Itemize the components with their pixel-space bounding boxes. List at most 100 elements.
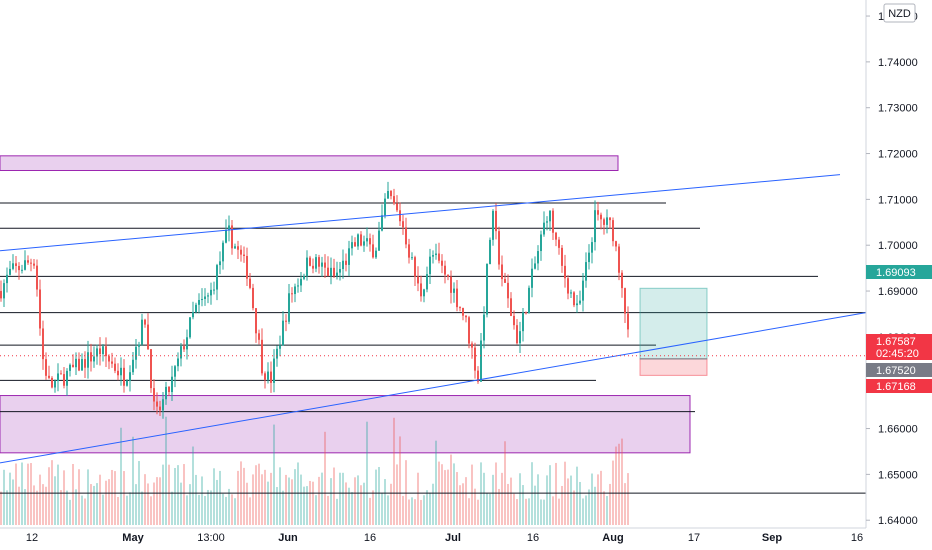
price-tag[interactable]: 1.67520 <box>866 363 932 377</box>
volume-bar <box>618 443 620 525</box>
y-tick-label: 1.66000 <box>878 424 918 436</box>
price-tag[interactable]: 1.67168 <box>866 379 932 393</box>
volume-bar <box>18 486 20 525</box>
volume-bar <box>66 490 68 525</box>
candle-body <box>555 232 557 240</box>
volume-bar <box>579 481 581 525</box>
candle-body <box>336 272 338 276</box>
price-tag-box[interactable] <box>866 363 932 377</box>
volume-bar <box>543 499 545 525</box>
volume-bar <box>12 479 14 525</box>
candle-body <box>513 315 515 326</box>
volume-bar <box>54 476 56 525</box>
volume-bar <box>153 482 155 525</box>
volume-bar <box>507 483 509 525</box>
trend-line[interactable] <box>0 312 867 464</box>
volume-bar <box>372 490 374 525</box>
volume-bar <box>297 462 299 525</box>
support-resistance-zone[interactable] <box>0 155 619 171</box>
candle-body <box>78 358 80 371</box>
candle-body <box>117 370 119 376</box>
trend-line[interactable] <box>0 174 841 252</box>
y-tick-label: 1.72000 <box>878 149 918 161</box>
volume-bar <box>30 463 32 525</box>
volume-bar <box>147 483 149 525</box>
candle-body <box>105 346 107 357</box>
volume-bar <box>513 493 515 525</box>
support-resistance-zone[interactable] <box>0 395 691 454</box>
volume-bar <box>522 485 524 525</box>
currency-badge[interactable]: NZD <box>883 3 916 23</box>
candle-body <box>510 298 512 316</box>
volume-bar <box>450 454 452 525</box>
candle-body <box>399 210 401 222</box>
candle-body <box>357 234 359 247</box>
volume-bar <box>474 488 476 525</box>
candle-body <box>282 320 284 346</box>
position-stop-zone[interactable] <box>639 358 708 376</box>
volume-bar <box>567 478 569 525</box>
price-tag-box[interactable] <box>866 346 932 360</box>
volume-bar <box>114 471 116 525</box>
volume-bar <box>291 479 293 525</box>
volume-bar <box>216 479 218 525</box>
volume-bar <box>495 462 497 525</box>
volume-bar <box>606 496 608 525</box>
candle-body <box>108 356 110 362</box>
volume-bar <box>582 498 584 525</box>
candle-body <box>231 225 233 249</box>
candle-body <box>249 278 251 288</box>
candle-body <box>570 292 572 294</box>
candle-body <box>207 295 209 297</box>
price-tag[interactable]: 02:45:20 <box>866 346 932 360</box>
candle-body <box>69 364 71 371</box>
x-tick-label: 16 <box>364 532 376 544</box>
price-tag[interactable]: 1.69093 <box>866 265 932 279</box>
candle-body <box>315 257 317 269</box>
candle-body <box>258 333 260 340</box>
candle-body <box>210 289 212 296</box>
candle-body <box>180 346 182 359</box>
candle-body <box>222 242 224 262</box>
volume-bar <box>462 483 464 525</box>
candle-body <box>432 255 434 257</box>
volume-bar <box>561 485 563 525</box>
candle-body <box>453 288 455 293</box>
candle-body <box>0 291 2 299</box>
candle-body <box>9 268 11 275</box>
y-tick-label: 1.74000 <box>878 57 918 69</box>
candle-body <box>255 308 257 334</box>
candle-body <box>57 373 59 382</box>
volume-bar <box>444 470 446 525</box>
volume-bar <box>405 460 407 525</box>
price-tag-box[interactable] <box>866 334 932 348</box>
volume-bar <box>21 462 23 525</box>
volume-bar <box>135 484 137 525</box>
candle-body <box>114 363 116 371</box>
candle-body <box>396 203 398 211</box>
candle-body <box>489 239 491 264</box>
candle-body <box>174 366 176 377</box>
price-tag-box[interactable] <box>866 379 932 393</box>
currency-badge-box[interactable] <box>883 3 916 23</box>
candle-body <box>495 210 497 232</box>
candle-body <box>498 231 500 265</box>
price-tag-label: 1.67168 <box>876 381 916 393</box>
candle-body <box>3 283 5 299</box>
candle-body <box>132 359 134 373</box>
volume-bar <box>36 490 38 525</box>
candle-body <box>273 358 275 383</box>
volume-bar <box>285 474 287 525</box>
candle-body <box>387 190 389 199</box>
volume-bar <box>120 427 122 525</box>
volume-bar <box>207 489 209 525</box>
price-tag-box[interactable] <box>866 265 932 279</box>
position-target-zone[interactable] <box>639 287 708 360</box>
volume-bar <box>102 494 104 525</box>
price-tag[interactable]: 1.67587 <box>866 334 932 348</box>
time-axis[interactable]: 12 May 13:00 Jun 16 Jul 16 Aug 17 Sep 16 <box>26 532 863 544</box>
volume-bar <box>210 490 212 525</box>
volume-bar <box>471 464 473 525</box>
candle-body <box>252 287 254 309</box>
